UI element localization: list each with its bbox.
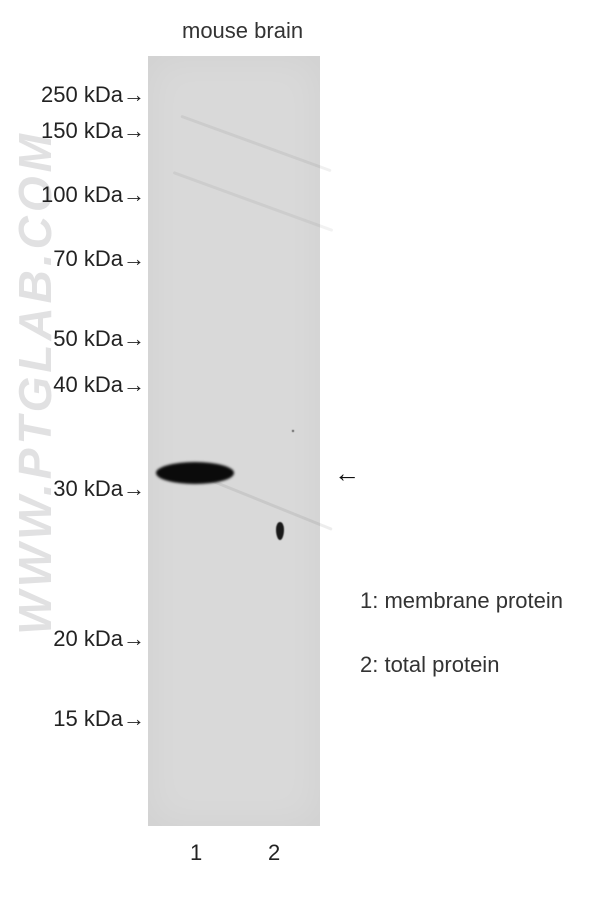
band-indicator-arrow: ← [334,458,360,489]
mw-text: 250 kDa→ [41,82,145,107]
lane-label-2: 2 [268,840,280,866]
mw-text: 50 kDa→ [53,326,145,351]
lane-label-1: 1 [190,840,202,866]
mw-text: 20 kDa→ [53,626,145,651]
sample-title: mouse brain [182,18,303,44]
mw-text: 40 kDa→ [53,372,145,397]
artifact-streak [180,115,331,173]
mw-text: 150 kDa→ [41,118,145,143]
mw-label-15: 15 kDa→ [53,706,145,732]
artifact-speck [292,430,294,432]
blot-strip [148,56,320,826]
mw-label-30: 30 kDa→ [53,476,145,502]
artifact-speck [276,522,284,540]
mw-label-150: 150 kDa→ [41,118,145,144]
mw-text: 100 kDa→ [41,182,145,207]
band-lane1-31kda [156,462,234,484]
mw-label-40: 40 kDa→ [53,372,145,398]
figure-container: WWW.PTGLAB.COM mouse brain 250 kDa→ 150 … [0,0,600,903]
legend-item-2: 2: total protein [360,652,499,678]
mw-text: 70 kDa→ [53,246,145,271]
mw-label-250: 250 kDa→ [41,82,145,108]
legend-item-1: 1: membrane protein [360,588,563,614]
mw-text: 30 kDa→ [53,476,145,501]
mw-label-70: 70 kDa→ [53,246,145,272]
mw-label-20: 20 kDa→ [53,626,145,652]
mw-text: 15 kDa→ [53,706,145,731]
artifact-streak [173,171,334,232]
mw-label-50: 50 kDa→ [53,326,145,352]
mw-label-100: 100 kDa→ [41,182,145,208]
